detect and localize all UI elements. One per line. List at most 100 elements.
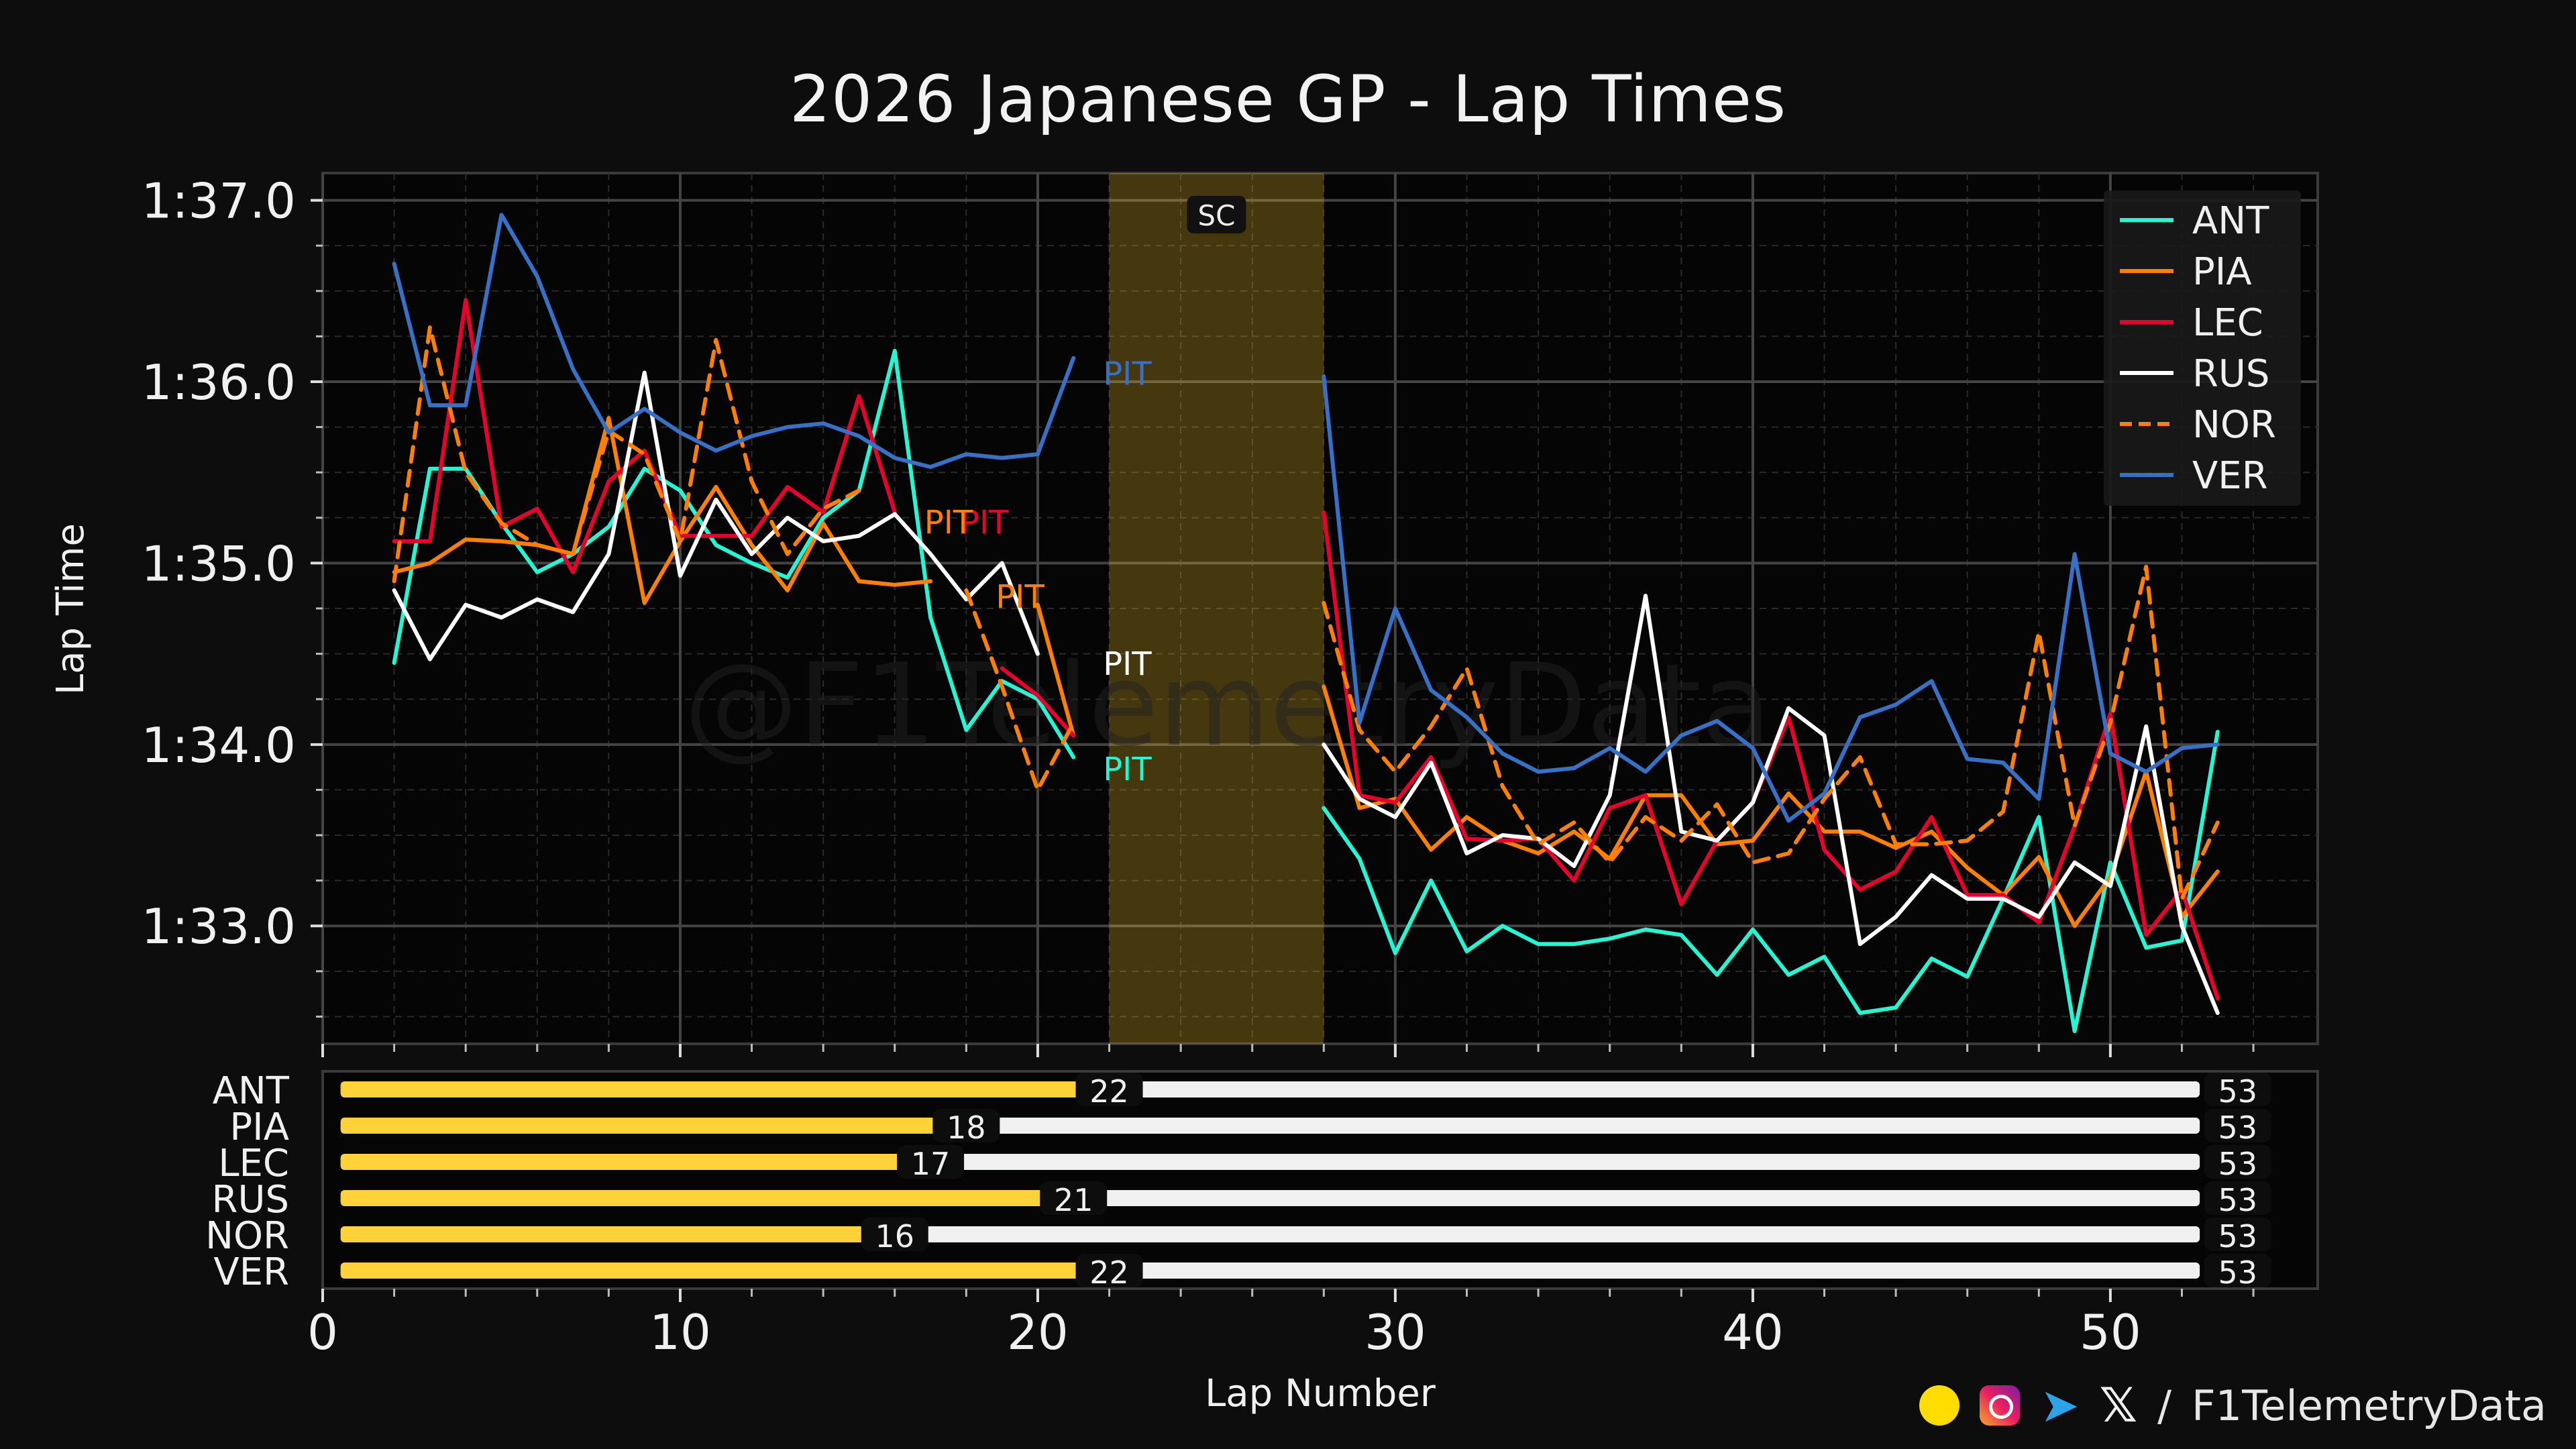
instagram-icon[interactable] <box>1980 1385 2021 1426</box>
lap-time-lines <box>392 213 2220 1034</box>
stint-total-label-pia: 53 <box>2218 1110 2257 1146</box>
stint-first-label-rus: 21 <box>1054 1182 1093 1218</box>
stint-driver-label-rus: RUS <box>212 1178 289 1222</box>
pit-label-nor: PIT <box>924 504 973 541</box>
lap-line-lec-stint2 <box>1000 666 1076 738</box>
lap-line-ant-stint2 <box>1322 729 2220 1034</box>
safety-car-label: SC <box>1197 199 1235 232</box>
stint-label-bg <box>1075 1073 1143 1106</box>
lap-line-nor-stint3 <box>1322 564 2220 901</box>
y-tick-label: 1:34.0 <box>142 717 296 773</box>
stint-first-label-pia: 18 <box>947 1110 986 1146</box>
pit-label-ant: PIT <box>1103 751 1152 788</box>
watermark: @F1TelemetryData <box>684 639 1772 772</box>
stint-label-bg <box>897 1145 965 1179</box>
x-tick-label: 30 <box>1364 1304 1426 1360</box>
stint-total-label-lec: 53 <box>2218 1146 2257 1182</box>
stint-bar-pia-2 <box>984 1118 2200 1134</box>
legend[interactable]: ANT PIA LEC RUS NOR VER <box>2104 191 2301 506</box>
stint-label-bg <box>2204 1218 2271 1251</box>
stint-bar-rus-2 <box>1091 1190 2200 1206</box>
x-icon[interactable]: 𝕏 <box>2099 1378 2138 1433</box>
stint-bar-ver-1 <box>340 1263 1099 1279</box>
pit-label-pia: PIT <box>996 578 1044 616</box>
lap-line-pia-stint2 <box>1035 602 1076 738</box>
stint-label-bg <box>861 1218 928 1251</box>
y-axis-label: Lap Time <box>49 523 93 695</box>
x-tick-label: 50 <box>2080 1304 2141 1360</box>
legend-label-lec: LEC <box>2192 301 2263 345</box>
stint-label-bg <box>1075 1254 1143 1287</box>
legend-label-nor: NOR <box>2192 403 2276 447</box>
stint-bar-ant-2 <box>1127 1081 2200 1097</box>
lap-line-pia-stint1 <box>392 416 933 605</box>
stint-bar-ver-2 <box>1127 1263 2200 1279</box>
x-tick-label: 40 <box>1722 1304 1784 1360</box>
stint-plot-background <box>321 1070 2319 1290</box>
stint-label-bg <box>932 1109 1000 1142</box>
lap-line-ver-stint2 <box>1322 374 2220 823</box>
legend-label-ver: VER <box>2192 454 2268 498</box>
stint-total-label-ant: 53 <box>2218 1073 2257 1110</box>
stint-driver-label-pia: PIA <box>229 1106 289 1149</box>
stint-driver-label-nor: NOR <box>205 1214 289 1258</box>
y-axis: 1:33.0 1:34.0 1:35.0 1:36.0 1:37.0 <box>142 173 323 1018</box>
lap-line-ant-stint1 <box>392 349 1076 759</box>
stint-bar-nor-2 <box>912 1226 2200 1242</box>
stint-driver-label-ver: VER <box>213 1250 289 1294</box>
safety-car-label-bg <box>1187 196 1246 233</box>
y-tick-label: 1:37.0 <box>142 173 296 229</box>
y-tick-label: 1:36.0 <box>142 354 296 411</box>
x-tick-label: 20 <box>1007 1304 1069 1360</box>
coffee-icon[interactable] <box>1919 1385 1960 1426</box>
stint-driver-label-lec: LEC <box>218 1142 289 1185</box>
stint-bar-nor-1 <box>340 1226 884 1242</box>
stint-bar-lec-1 <box>340 1154 920 1170</box>
pit-label-rus: PIT <box>1103 645 1152 683</box>
legend-label-rus: RUS <box>2192 352 2269 396</box>
y-tick-label: 1:33.0 <box>142 898 296 955</box>
stint-first-label-ant: 22 <box>1089 1073 1129 1110</box>
x-tick-label: 0 <box>307 1304 338 1360</box>
footer-slash: / <box>2157 1381 2171 1430</box>
stint-bar-ant-1 <box>340 1081 1099 1097</box>
lap-line-rus-stint1 <box>392 370 1040 661</box>
stint-first-label-ver: 22 <box>1089 1254 1129 1291</box>
safety-car-band <box>1109 173 1324 1044</box>
y-tick-label: 1:35.0 <box>142 535 296 592</box>
safety-car-layer: SC <box>1109 173 1324 1044</box>
stint-first-label-lec: 17 <box>911 1146 951 1182</box>
stint-label-bg <box>2204 1181 2271 1215</box>
stint-first-label-nor: 16 <box>875 1218 914 1254</box>
minor-grid <box>323 173 2318 1044</box>
stint-total-label-rus: 53 <box>2218 1182 2257 1218</box>
stint-label-bg <box>2204 1254 2271 1287</box>
legend-label-ant: ANT <box>2192 199 2269 243</box>
x-axis-label: Lap Number <box>1205 1372 1436 1415</box>
stint-bar-rus-1 <box>340 1190 1063 1206</box>
stint-total-label-nor: 53 <box>2218 1218 2257 1254</box>
stint-driver-label-ant: ANT <box>213 1069 290 1113</box>
footer-handle[interactable]: F1TelemetryData <box>2191 1381 2546 1430</box>
stint-total-label-ver: 53 <box>2218 1254 2257 1291</box>
lap-line-pia-stint3 <box>1322 684 2220 928</box>
lap-line-nor-stint1 <box>392 325 861 584</box>
stint-label-bg <box>1040 1181 1108 1215</box>
lap-line-lec-stint1 <box>392 298 897 574</box>
lap-line-nor-stint2 <box>964 588 1076 792</box>
stint-label-bg <box>2204 1145 2271 1179</box>
telegram-icon[interactable]: ➤ <box>2040 1378 2080 1433</box>
x-axis: 0 10 20 30 40 50 <box>307 1044 2255 1360</box>
lap-line-ver-stint1 <box>392 213 1076 470</box>
stint-label-bg <box>2204 1073 2271 1106</box>
pit-label-ver: PIT <box>1103 355 1152 392</box>
major-grid <box>321 173 2318 1044</box>
pit-label-lec: PIT <box>960 504 1009 541</box>
chart-title: 2026 Japanese GP - Lap Times <box>790 62 1786 137</box>
stint-bar-pia-1 <box>340 1118 956 1134</box>
lap-line-rus-stint2 <box>1322 594 2220 1015</box>
x-tick-label: 10 <box>649 1304 711 1360</box>
legend-label-pia: PIA <box>2192 250 2252 294</box>
